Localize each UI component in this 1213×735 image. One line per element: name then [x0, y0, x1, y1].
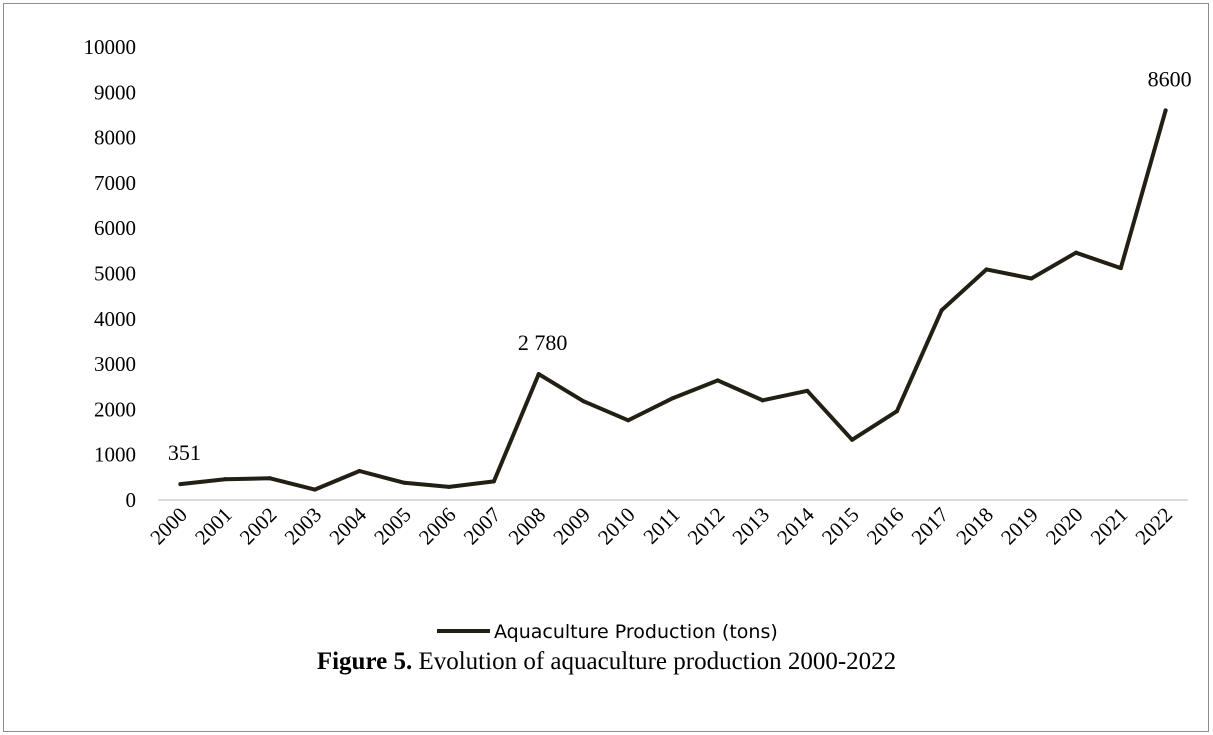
data-point — [939, 308, 944, 313]
data-point — [850, 437, 855, 442]
x-axis-tick-labels: 2000200120022003200420052006200720082009… — [145, 502, 1177, 549]
data-label: 351 — [168, 440, 201, 465]
x-tick-label: 2014 — [772, 502, 819, 549]
data-point — [312, 487, 317, 492]
x-tick-label: 2022 — [1130, 503, 1177, 550]
x-tick-label: 2015 — [817, 503, 864, 550]
x-tick-label: 2006 — [414, 503, 461, 550]
y-tick-label: 2000 — [94, 397, 136, 421]
x-tick-label: 2010 — [593, 503, 640, 550]
y-tick-label: 3000 — [94, 352, 136, 376]
x-tick-label: 2016 — [862, 503, 909, 550]
x-tick-label: 2011 — [638, 503, 684, 549]
data-point — [894, 409, 899, 414]
data-point — [715, 378, 720, 383]
data-point — [984, 267, 989, 272]
x-tick-label: 2012 — [683, 503, 730, 550]
y-tick-label: 4000 — [94, 307, 136, 331]
figure-caption: Figure 5. Evolution of aquaculture produ… — [0, 648, 1213, 676]
x-tick-label: 2002 — [235, 503, 282, 550]
y-tick-label: 7000 — [94, 171, 136, 195]
figure-caption-text: Evolution of aquaculture production 2000… — [412, 648, 897, 675]
figure-frame — [3, 3, 1209, 732]
x-tick-label: 2008 — [504, 503, 551, 550]
x-tick-label: 2004 — [324, 502, 371, 549]
x-tick-label: 2021 — [1086, 503, 1133, 550]
data-label: 8600 — [1148, 66, 1192, 91]
series-line-aquaculture-production — [178, 108, 1168, 492]
x-tick-label: 2003 — [280, 503, 327, 550]
y-tick-label: 1000 — [94, 443, 136, 467]
x-tick-label: 2009 — [548, 503, 595, 550]
data-point — [491, 479, 496, 484]
data-label: 2 780 — [518, 330, 568, 355]
x-tick-label: 2013 — [727, 503, 774, 550]
x-tick-label: 2018 — [951, 503, 998, 550]
y-tick-label: 10000 — [84, 35, 137, 59]
y-tick-label: 8000 — [94, 126, 136, 150]
y-axis-tick-labels: 0 1000 2000 3000 4000 5000 6000 7000 8000 9000 100… — [84, 35, 137, 512]
data-point — [581, 399, 586, 404]
legend: Aquaculture Production (tons) — [437, 621, 778, 643]
data-point — [536, 372, 541, 377]
series-points — [178, 108, 1168, 492]
data-labels: 351 2 780 8600 — [168, 66, 1192, 465]
data-point — [447, 484, 452, 489]
data-point — [760, 398, 765, 403]
x-tick-label: 2000 — [145, 503, 192, 550]
data-point — [1118, 266, 1123, 271]
data-point — [267, 476, 272, 481]
legend-label: Aquaculture Production (tons) — [494, 621, 778, 643]
x-tick-label: 2017 — [907, 503, 954, 550]
data-point — [626, 418, 631, 423]
x-tick-label: 2019 — [996, 503, 1043, 550]
figure-number: Figure 5. — [316, 648, 413, 675]
data-point — [357, 469, 362, 474]
data-point — [671, 396, 675, 401]
data-point — [1163, 108, 1168, 113]
data-point — [178, 482, 183, 487]
x-tick-label: 2001 — [190, 503, 237, 550]
data-point — [805, 388, 810, 393]
y-tick-label: 6000 — [94, 216, 136, 240]
y-tick-label: 0 — [126, 488, 137, 512]
x-tick-label: 2005 — [369, 503, 416, 550]
x-tick-label: 2007 — [459, 503, 506, 550]
data-point — [223, 477, 228, 482]
data-point — [1074, 250, 1079, 255]
x-tick-label: 2020 — [1041, 503, 1088, 550]
y-tick-label: 5000 — [94, 262, 136, 286]
y-tick-label: 9000 — [94, 80, 136, 104]
data-point — [402, 480, 407, 485]
data-point — [1029, 276, 1034, 281]
